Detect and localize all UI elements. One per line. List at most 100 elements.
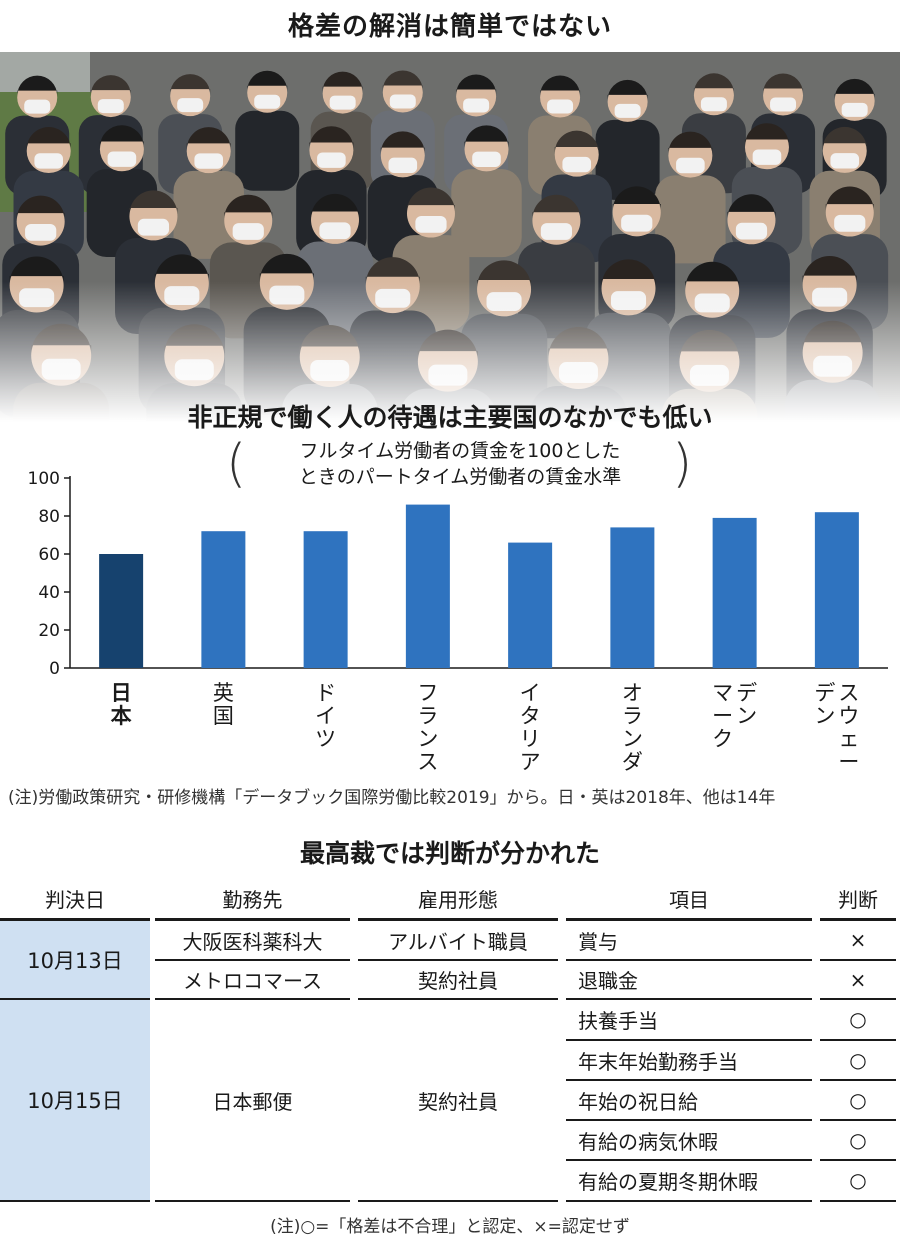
table-note: (注)○=「格差は不合理」と認定、×=認定せず (270, 1217, 630, 1237)
x-tick-label-char: 国 (213, 704, 234, 728)
row-divider (566, 1039, 812, 1041)
form-cell: アルバイト職員 (388, 929, 528, 954)
x-tick-label-char: イ (315, 704, 336, 728)
crowd-photo-illustration (0, 52, 900, 422)
date-cell: 10月13日 (0, 921, 150, 998)
y-tick-label: 60 (38, 545, 60, 565)
form-cell: 契約社員 (418, 969, 498, 993)
row-divider (820, 998, 896, 1000)
bar-イタリア (508, 542, 553, 668)
table-title: 最高裁では判断が分かれた (299, 839, 600, 868)
chart-subtitle: フルタイム労働者の賃金を100とした ときのパートタイム労働者の賃金水準 (250, 438, 670, 490)
chart-subtitle-line-1: フルタイム労働者の賃金を100とした (299, 440, 621, 462)
table-header-item: 項目 (669, 888, 709, 912)
item-cell: 年始の祝日給 (578, 1089, 698, 1114)
y-tick-label: 100 (28, 470, 60, 489)
row-divider (820, 959, 896, 961)
employer-cell: メトロコマース (183, 969, 322, 993)
item-cell: 退職金 (578, 969, 638, 993)
header-rule (0, 918, 150, 921)
table-bottom-rule (566, 1200, 812, 1202)
row-divider (566, 1159, 812, 1161)
x-tick-label-char: ー (838, 750, 859, 774)
x-tick-label-char: デ (736, 681, 757, 705)
crowd-photo (0, 52, 900, 422)
chart-subtitle-line-2: ときのパートタイム労働者の賃金水準 (298, 466, 622, 488)
chart-source-note: (注)労働政策研究・研修機構「データブック国際労働比較2019」から。日・英は2… (8, 788, 776, 808)
table-header-employer: 勤務先 (222, 888, 283, 912)
group-divider (358, 998, 558, 1000)
employer-cell: 日本郵便 (212, 1089, 293, 1114)
bar-デンマーク (712, 517, 757, 668)
bar-フランス (405, 504, 450, 668)
group-divider (0, 998, 150, 1000)
header-rule (358, 918, 558, 921)
y-tick-label: 20 (38, 621, 60, 641)
x-tick-label-char: ン (417, 727, 438, 751)
row-divider (820, 1159, 896, 1161)
table-header-form: 雇用形態 (418, 888, 498, 912)
row-divider (820, 1039, 896, 1041)
x-tick-label-char: 英 (213, 681, 234, 705)
row-divider (566, 959, 812, 961)
x-tick-label-char: ス (838, 681, 859, 705)
row-divider (566, 1079, 812, 1081)
bar-chart: 020406080100日本英国ドイツフランスイタリアオランダデンマークスウェー… (28, 470, 888, 774)
y-tick-label: 80 (38, 507, 60, 527)
row-divider (820, 1079, 896, 1081)
row-divider (566, 1119, 812, 1121)
x-tick-label-char: ダ (622, 750, 643, 774)
judgment-cell: ○ (849, 1048, 867, 1072)
x-tick-label-char: リ (520, 727, 541, 751)
chart-title: 非正規で働く人の待遇は主要国のなかでも低い (187, 403, 713, 432)
table-bottom-rule (358, 1200, 558, 1202)
page-title: 格差の解消は簡単ではない (287, 12, 612, 42)
x-tick-label-char: ア (520, 750, 541, 774)
y-tick-label: 0 (49, 659, 60, 679)
bar-オランダ (610, 527, 655, 668)
bar-日本 (99, 554, 144, 668)
table-bottom-rule (155, 1200, 350, 1202)
judgment-cell: ○ (849, 1168, 867, 1192)
row-divider (155, 959, 350, 961)
header-rule (566, 918, 812, 921)
item-cell: 年末年始勤務手当 (578, 1049, 738, 1074)
x-tick-label-char: ウ (838, 704, 859, 728)
header-rule (820, 918, 896, 921)
x-tick-label-char: ラ (417, 704, 438, 728)
table-bottom-rule (0, 1200, 150, 1202)
bar-ドイツ (303, 531, 348, 668)
x-tick-label-char: フ (417, 681, 438, 705)
x-tick-label-char: タ (520, 704, 541, 728)
table-header-judgment: 判断 (838, 888, 878, 912)
x-tick-label-char: ェ (838, 727, 859, 751)
judgment-cell: ○ (849, 1128, 867, 1152)
row-divider (358, 959, 558, 961)
x-tick-label-char: ン (622, 727, 643, 751)
group-divider (155, 998, 350, 1000)
judgment-cell: × (849, 928, 867, 952)
x-tick-label-char: ー (712, 704, 733, 728)
x-tick-label-char: ス (417, 750, 438, 774)
x-tick-label-char: ン (814, 704, 835, 728)
x-tick-label-char: ラ (622, 704, 643, 728)
x-tick-label-char: イ (520, 681, 541, 705)
x-tick-label-char: マ (712, 681, 733, 705)
judgment-cell: ○ (849, 1007, 867, 1031)
x-tick-label-char: デ (814, 681, 835, 705)
x-tick-label-char: ク (712, 727, 733, 751)
form-cell: 契約社員 (418, 1089, 498, 1114)
employer-cell: 大阪医科薬科大 (182, 929, 323, 954)
item-cell: 賞与 (578, 929, 618, 954)
table-header-date: 判決日 (45, 888, 105, 912)
row-divider (566, 998, 812, 1000)
bar-スウェーデン (814, 512, 859, 668)
subtitle-close-paren: ) (672, 434, 693, 494)
item-cell: 扶養手当 (578, 1008, 658, 1033)
item-cell: 有給の夏期冬期休暇 (578, 1169, 758, 1194)
x-tick-label-char: ド (315, 681, 336, 705)
bar-英国 (201, 531, 246, 668)
y-tick-label: 40 (38, 583, 60, 603)
judgment-cell: ○ (849, 1088, 867, 1112)
table-bottom-rule (820, 1200, 896, 1202)
